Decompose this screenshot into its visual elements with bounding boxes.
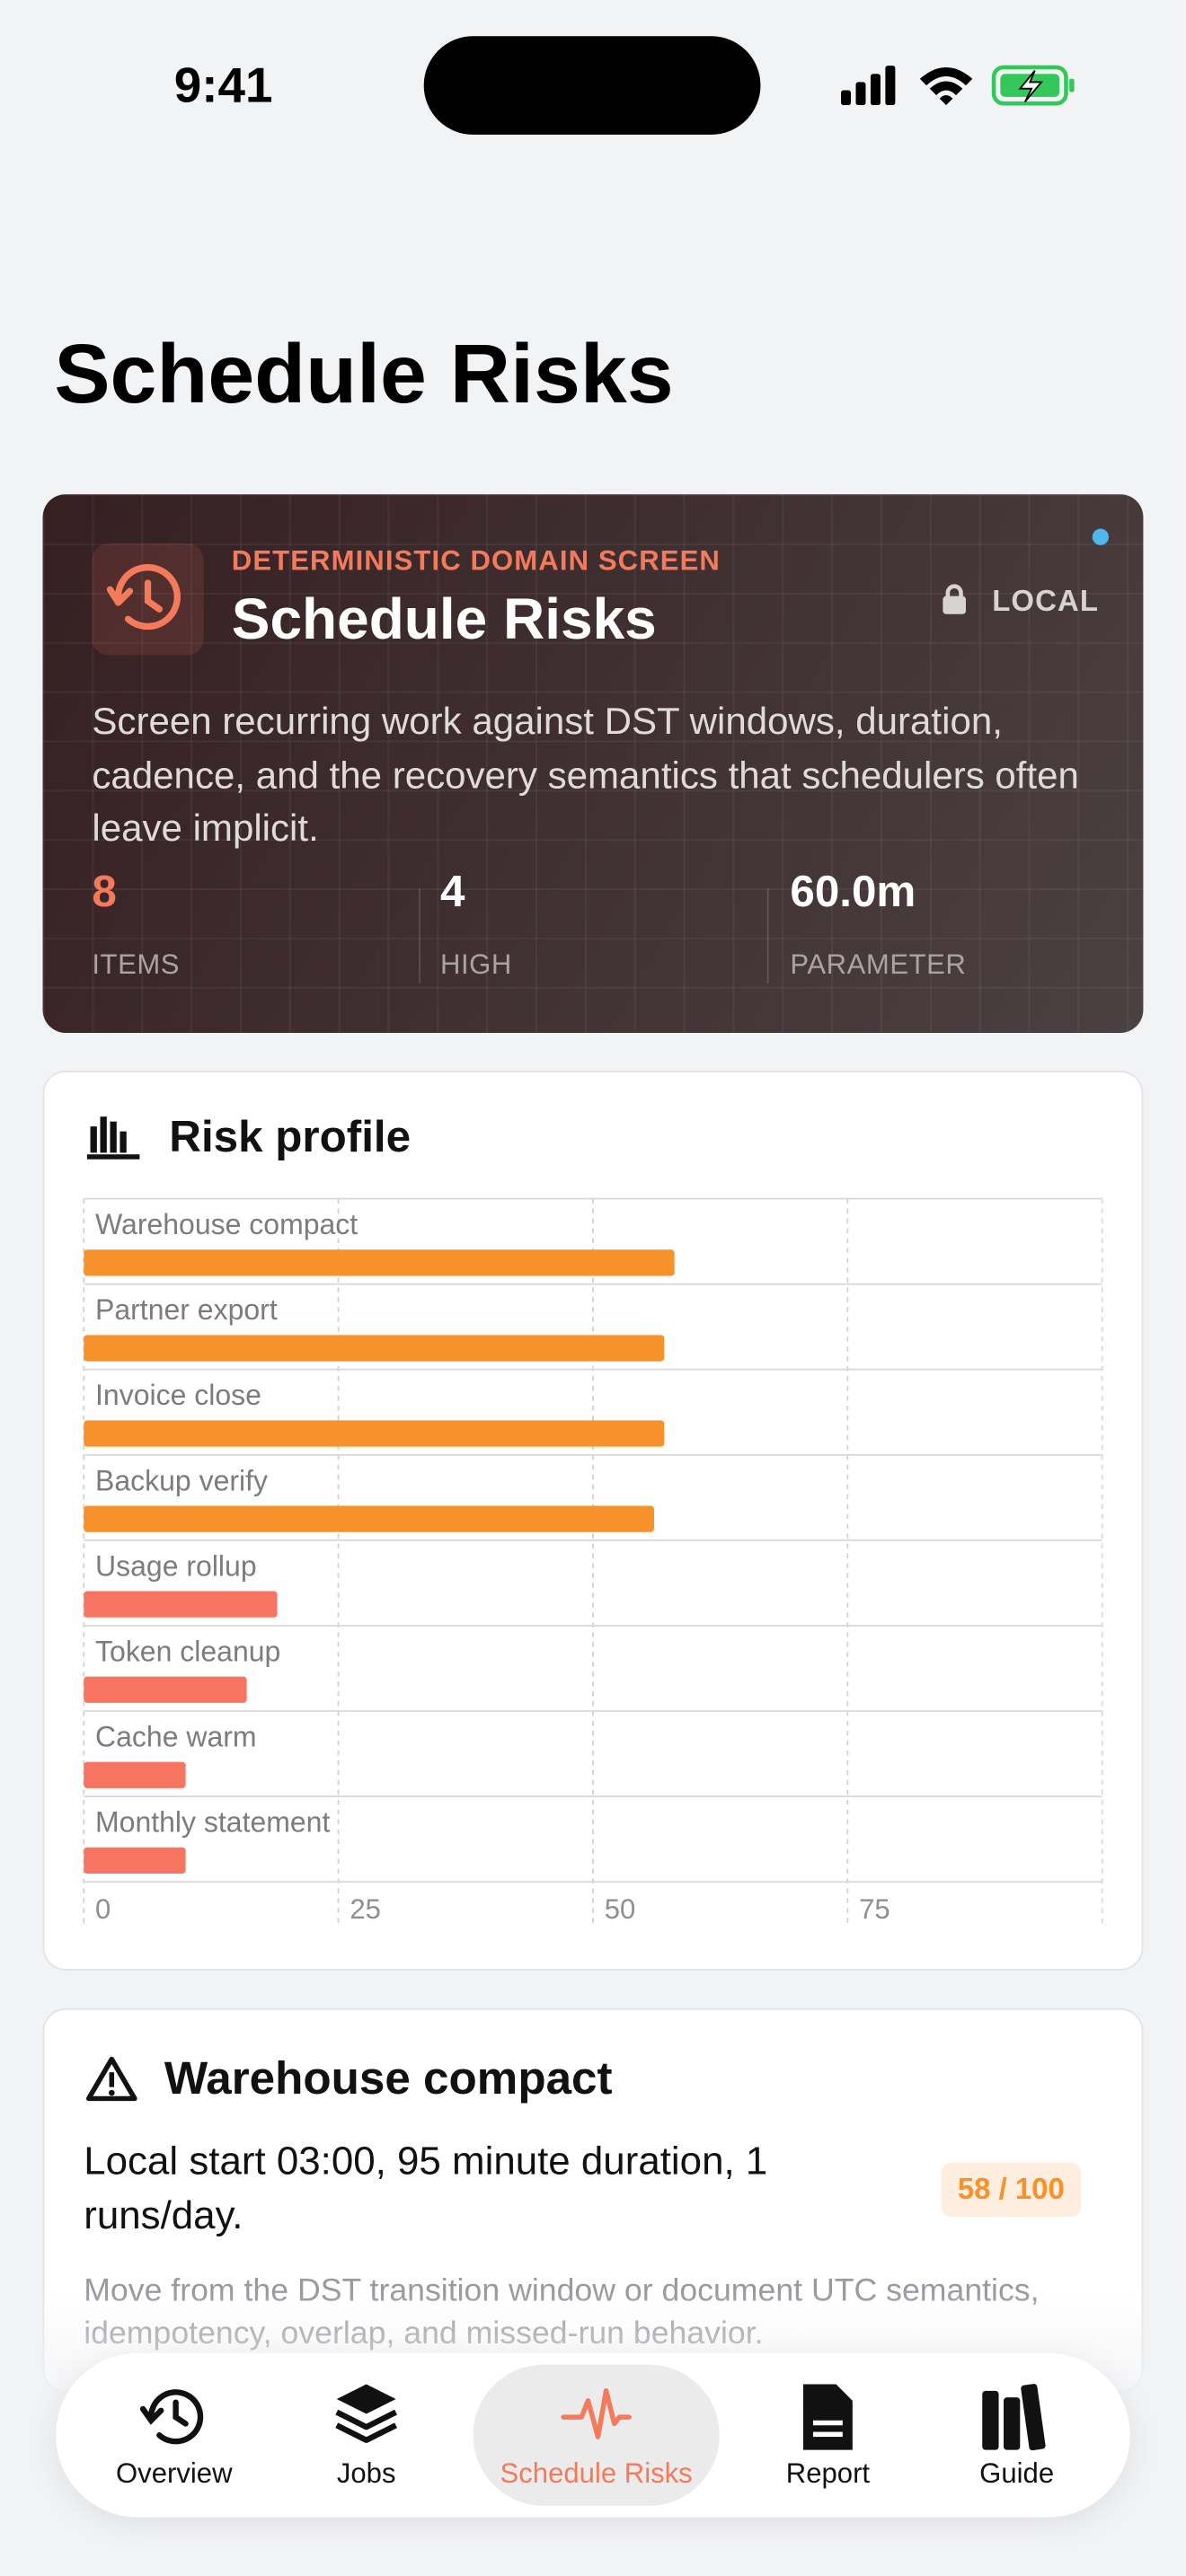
hero-title: Schedule Risks — [231, 587, 657, 652]
hero-card: DETERMINISTIC DOMAIN SCREEN Schedule Ris… — [42, 494, 1144, 1033]
tab-icon — [561, 2388, 632, 2439]
bar — [84, 1249, 675, 1276]
tab-label: Schedule Risks — [500, 2457, 693, 2490]
stat-separator — [766, 888, 769, 984]
tab-icon — [335, 2384, 398, 2443]
chart-icon — [86, 1116, 140, 1160]
status-icons — [841, 65, 1075, 106]
bar — [84, 1335, 665, 1362]
category-label: Usage rollup — [95, 1549, 257, 1582]
detail-title: Warehouse compact — [164, 2052, 613, 2104]
bar — [84, 1591, 278, 1618]
bar — [84, 1420, 665, 1447]
stat-label: ITEMS — [92, 948, 181, 981]
tab[interactable]: Guide — [894, 2365, 1140, 2506]
stat-value: 60.0m — [790, 867, 916, 917]
hero-description: Screen recurring work against DST window… — [92, 699, 1079, 850]
stat-value: 4 — [439, 867, 465, 917]
page-title: Schedule Risks — [54, 326, 674, 421]
lock-icon — [943, 584, 966, 614]
category-label: Cache warm — [95, 1721, 257, 1753]
status-dot — [1092, 528, 1110, 545]
x-tick-label: 25 — [350, 1893, 381, 1925]
x-tick-label: 50 — [605, 1893, 636, 1925]
category-label: Monthly statement — [95, 1806, 330, 1839]
category-label: Warehouse compact — [95, 1208, 358, 1240]
hero-icon — [92, 543, 204, 656]
tab-label: Jobs — [336, 2457, 396, 2490]
x-tick-label: 0 — [95, 1893, 111, 1925]
detail-summary: Local start 03:00, 95 minute duration, 1… — [84, 2139, 768, 2238]
category-label: Token cleanup — [95, 1635, 280, 1667]
stat-label: HIGH — [439, 948, 512, 981]
stat-value: 8 — [92, 867, 117, 917]
chart: Risk profile 0 25 50 75 Warehouse compact Par… — [83, 1112, 1103, 1925]
tab-icon — [802, 2384, 853, 2450]
bar — [84, 1676, 247, 1703]
x-tick-label: 75 — [859, 1893, 890, 1925]
bar — [84, 1847, 186, 1874]
bar — [84, 1505, 654, 1532]
tab[interactable]: Schedule Risks — [473, 2364, 720, 2506]
hero-eyebrow: DETERMINISTIC DOMAIN SCREEN — [231, 544, 721, 577]
category-label: Partner export — [95, 1293, 278, 1326]
category-label: Invoice close — [95, 1379, 261, 1411]
tab-label: Guide — [979, 2457, 1055, 2490]
chart-title: Risk profile — [169, 1112, 411, 1161]
stat-separator — [419, 888, 421, 984]
dynamic-island — [423, 36, 761, 135]
tab[interactable]: Report — [704, 2365, 951, 2506]
stat-label: PARAMETER — [790, 948, 967, 981]
category-label: Backup verify — [95, 1464, 268, 1496]
status-time: 9:41 — [173, 58, 273, 114]
tab[interactable]: Jobs — [243, 2365, 490, 2506]
tab-icon — [139, 2389, 204, 2445]
history-icon — [106, 564, 181, 631]
chart-card: Risk profile 0 25 50 75 Warehouse compact Par… — [42, 1070, 1144, 1971]
tab-label: Report — [785, 2457, 871, 2490]
tab-icon — [982, 2384, 1046, 2451]
score-badge: 58 / 100 — [941, 2162, 1082, 2218]
tab[interactable]: Overview — [51, 2365, 297, 2506]
warning-icon — [85, 2056, 137, 2102]
hero-badge: LOCAL — [992, 584, 1100, 618]
bar — [84, 1761, 186, 1788]
tab-label: Overview — [116, 2457, 233, 2490]
